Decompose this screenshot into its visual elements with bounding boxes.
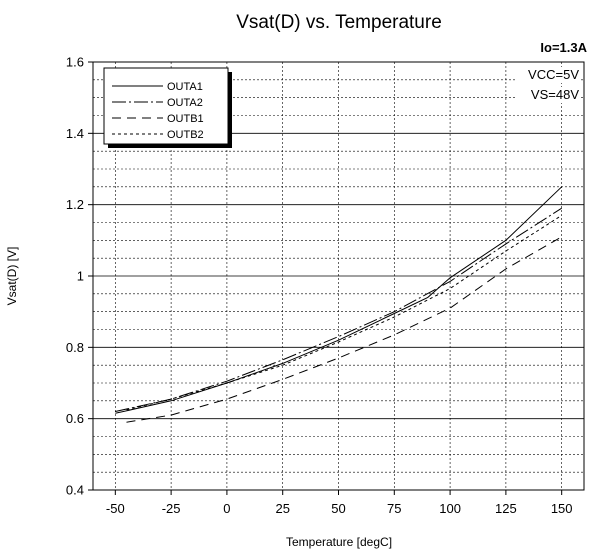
y-tick-label: 1: [77, 269, 84, 284]
legend-label: OUTB2: [167, 129, 204, 141]
x-axis-label: Temperature [degC]: [286, 535, 392, 549]
x-tick-label: 0: [223, 501, 230, 516]
chart-title: Vsat(D) vs. Temperature: [236, 12, 442, 33]
y-tick-label: 0.8: [66, 340, 84, 355]
corner-label: Io=1.3A: [540, 40, 587, 55]
grid: [93, 62, 584, 490]
condition-backdrop: [515, 67, 581, 83]
y-tick-label: 0.4: [66, 483, 84, 498]
condition-text: VCC=5V: [528, 67, 579, 82]
y-tick-labels: 0.4 0.6 0.8 1 1.2 1.4 1.6: [66, 55, 93, 498]
y-axis-label: Vsat(D) [V]: [5, 247, 19, 306]
x-tick-label: 125: [495, 501, 517, 516]
legend: OUTA1 OUTA2 OUTB1 OUTB2: [103, 67, 232, 148]
series-line-outa2: [115, 207, 562, 412]
x-tick-label: -50: [106, 501, 125, 516]
series-line-outb1: [126, 236, 562, 423]
condition-backdrop: [515, 87, 581, 103]
y-tick-label: 1.4: [66, 126, 84, 141]
x-tick-label: 75: [387, 501, 401, 516]
y-tick-label: 1.6: [66, 55, 84, 70]
x-tick-label: 25: [275, 501, 289, 516]
series-lines: [115, 186, 563, 423]
conditions-annotation: VCC=5V VS=48V: [515, 67, 581, 103]
legend-box: [103, 67, 229, 145]
x-tick-label: 150: [551, 501, 573, 516]
series-line-outb2: [126, 214, 562, 411]
x-tick-label: 50: [331, 501, 345, 516]
x-tick-label: 100: [439, 501, 461, 516]
legend-label: OUTA1: [167, 81, 203, 93]
y-tick-label: 0.6: [66, 411, 84, 426]
legend-label: OUTB1: [167, 113, 204, 125]
series-line-outa1: [115, 186, 563, 414]
x-tick-labels: -50 -25 0 25 50 75 100 125 150: [106, 490, 573, 516]
legend-label: OUTA2: [167, 97, 203, 109]
condition-text: VS=48V: [531, 87, 579, 102]
x-tick-label: -25: [162, 501, 181, 516]
y-tick-label: 1.2: [66, 197, 84, 212]
